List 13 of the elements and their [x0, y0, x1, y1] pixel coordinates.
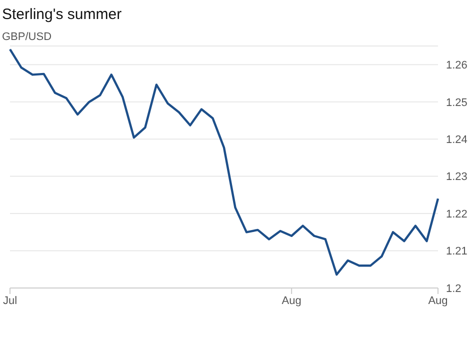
y-tick-label: 1.21 — [446, 246, 468, 258]
x-tick-label: Aug — [428, 294, 448, 307]
y-tick-label: 1.22 — [446, 208, 468, 220]
y-tick-label: 1.25 — [446, 96, 468, 109]
chart-subtitle: GBP/USD — [2, 31, 52, 43]
chart-title: Sterling's summer — [2, 6, 122, 23]
x-tick-label: Jul — [2, 294, 18, 307]
line-series — [8, 48, 440, 276]
y-tick-label: 1.23 — [446, 171, 468, 184]
y-tick-label: 1.26 — [446, 60, 468, 72]
y-tick-label: 1.24 — [446, 134, 468, 146]
x-tick-label: Aug — [282, 294, 302, 307]
y-tick-label: 1.2 — [446, 282, 462, 295]
